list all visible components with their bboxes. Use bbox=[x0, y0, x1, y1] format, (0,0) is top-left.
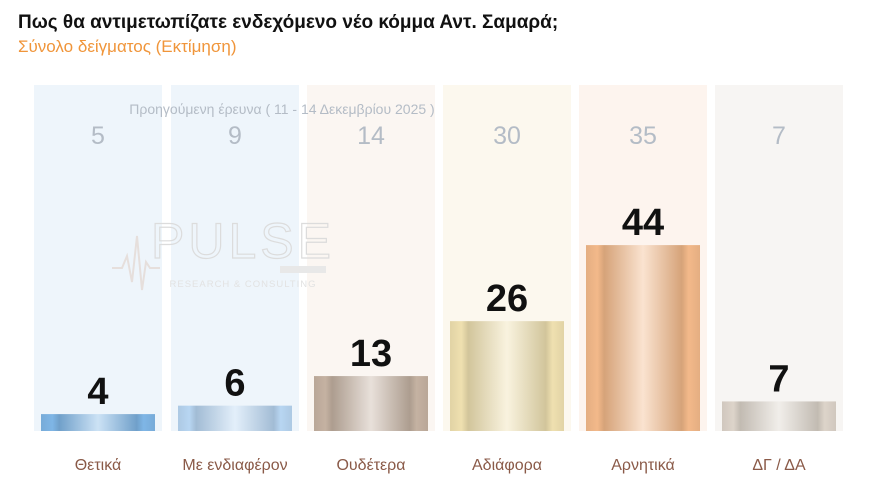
watermark-bar bbox=[280, 266, 326, 273]
column-bg-3 bbox=[307, 85, 435, 431]
value-label-1: 4 bbox=[87, 371, 108, 413]
column-bg-2 bbox=[171, 85, 299, 431]
category-label-5: Αρνητικά bbox=[611, 457, 675, 474]
value-label-6: 7 bbox=[768, 358, 789, 400]
previous-value-1: 5 bbox=[91, 122, 105, 150]
previous-survey-label: Προηγούμενη έρευνα ( 11 - 14 Δεκεμβρίου … bbox=[129, 101, 434, 117]
previous-value-6: 7 bbox=[772, 122, 786, 150]
watermark-logo: PULSE bbox=[151, 213, 335, 269]
value-label-3: 13 bbox=[350, 333, 392, 375]
previous-value-2: 9 bbox=[228, 122, 242, 150]
previous-value-5: 35 bbox=[629, 122, 657, 150]
bar-2 bbox=[178, 405, 292, 431]
pulse-watermark: PULSE RESEARCH & CONSULTING bbox=[112, 212, 335, 291]
previous-value-4: 30 bbox=[493, 122, 521, 150]
value-label-4: 26 bbox=[486, 278, 528, 320]
category-label-2: Με ενδιαφέρον bbox=[182, 457, 287, 474]
pulse-heartbeat-icon bbox=[112, 235, 160, 291]
category-label-1: Θετικά bbox=[75, 457, 122, 474]
bar-4 bbox=[450, 321, 564, 431]
value-label-2: 6 bbox=[224, 363, 245, 405]
category-label-3: Ουδέτερα bbox=[336, 457, 405, 474]
bar-1 bbox=[41, 414, 155, 431]
chart-subtitle: Σύνολο δείγματος (Εκτίμηση) bbox=[18, 37, 237, 56]
previous-value-3: 14 bbox=[357, 122, 385, 150]
watermark-tagline: RESEARCH & CONSULTING bbox=[170, 279, 317, 290]
chart-title: Πως θα αντιμετωπίζατε ενδεχόμενο νέο κόμ… bbox=[18, 12, 559, 33]
column-bg-6 bbox=[715, 85, 843, 431]
category-label-6: ΔΓ / ΔΑ bbox=[752, 457, 806, 474]
value-label-5: 44 bbox=[622, 202, 664, 244]
category-label-4: Αδιάφορα bbox=[472, 457, 542, 474]
bar-6 bbox=[722, 401, 836, 431]
bar-5 bbox=[586, 245, 700, 431]
bar-3 bbox=[314, 376, 428, 431]
column-bg-1 bbox=[34, 85, 162, 431]
